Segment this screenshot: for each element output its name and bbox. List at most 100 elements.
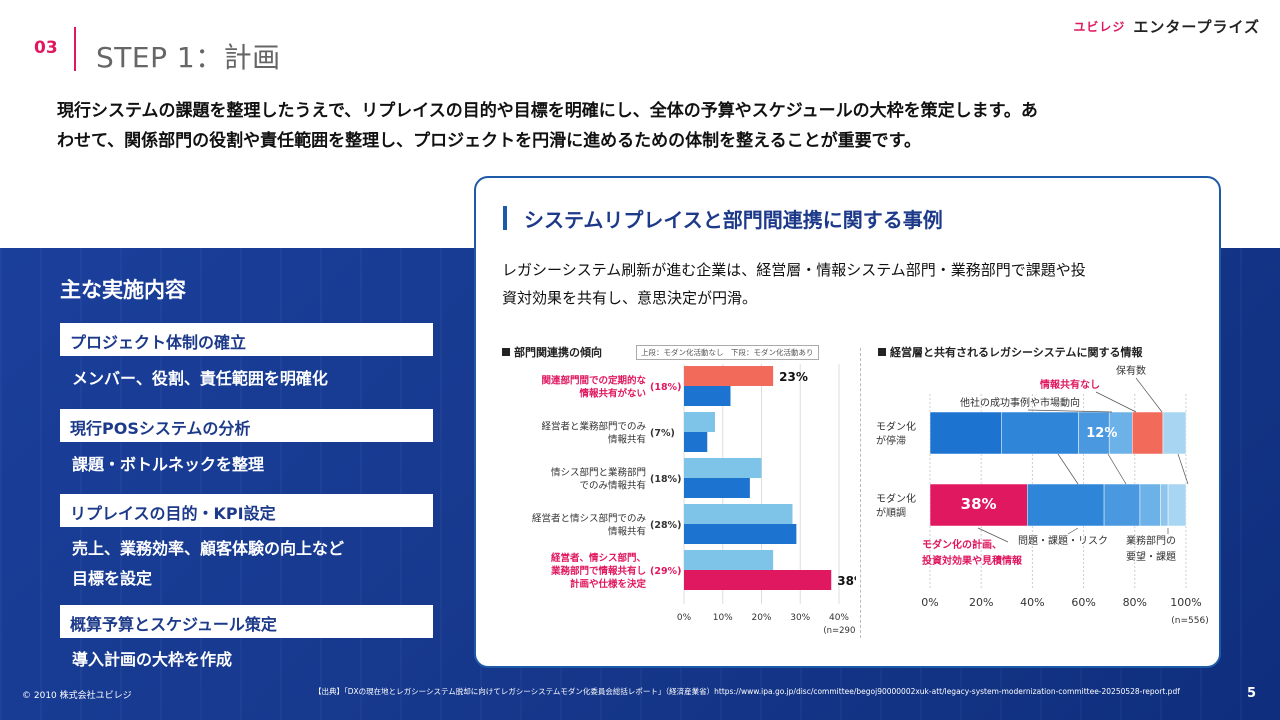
intro-line-1: 現行システムの課題を整理したうえで、リプレイスの目的や目標を明確にし、全体の予算… — [57, 101, 1038, 121]
chart2-bar-segment — [1160, 483, 1169, 527]
chart2-tick-label: 40% — [1020, 596, 1044, 609]
activity-desc-3b: 目標を設定 — [72, 569, 153, 588]
chart2-tick-label: 0% — [921, 596, 938, 609]
activity-label-2: 現行POSシステムの分析 — [60, 409, 433, 442]
chart1-title-text: 部門関連携の傾向 — [514, 346, 602, 359]
chart2-annotation: 要望・課題 — [1126, 550, 1176, 563]
chart2-bar-segment — [1103, 483, 1141, 527]
card-title-bar — [503, 206, 507, 230]
chart1-bar-no-modernization — [684, 458, 762, 478]
intro-line-2: わせて、関係部門の役割や責任範囲を整理し、プロジェクトを円滑に進めるための体制を… — [57, 131, 921, 151]
chart1-tick-label: 20% — [751, 613, 771, 623]
logo-text: エンタープライズ — [1133, 18, 1260, 36]
chart2-category-label: モダン化 — [876, 492, 916, 505]
chart1-category-label: 計画や仕様を決定 — [570, 578, 647, 590]
chart1-category-label: 情報共有 — [608, 526, 646, 538]
chart1-category-label: 経営者、情シス部門、 — [551, 552, 646, 564]
chart1-category-label: 経営者と業務部門でのみ — [541, 421, 646, 433]
activity-desc-4: 導入計画の大枠を作成 — [72, 650, 233, 669]
chart2-category-label: が順調 — [876, 506, 906, 519]
chart1-title: 部門関連携の傾向 — [502, 344, 602, 360]
chart1-tick-label: 30% — [790, 613, 810, 623]
chart2-bar-segment — [1078, 411, 1110, 455]
chart2-bar-segment — [1027, 483, 1105, 527]
chart2-data-label: 12% — [1086, 426, 1117, 441]
chart1-bar-no-modernization — [684, 504, 793, 524]
activity-label-1: プロジェクト体制の確立 — [60, 323, 433, 356]
chart2-svg: 0% 20% 40% 60% 80% 100%(n=556)モダン化が停滞モダン化が順調1… — [876, 364, 1209, 626]
main-activities-heading: 主な実施内容 — [60, 278, 186, 302]
chart2-bar-segment — [929, 411, 1002, 455]
chart1-category-pct: (29%) — [650, 566, 681, 577]
chart1-category-pct: (18%) — [650, 474, 681, 485]
chart2-tick-label: 60% — [1071, 596, 1095, 609]
chart2-tick-label: 20% — [969, 596, 993, 609]
chart2-annotation: 情報共有なし — [1040, 378, 1100, 391]
section-divider — [74, 27, 76, 71]
chart1-bar-modernization — [684, 386, 731, 406]
chart1-n-label: (n=290) — [823, 626, 856, 636]
card-text-line-2: 資対効果を共有し、意思決定が円滑。 — [502, 289, 758, 307]
chart2-leader-line — [1095, 391, 1137, 413]
chart1-category-label: でのみ情報共有 — [579, 480, 646, 492]
page-number: 5 — [1246, 686, 1256, 701]
chart1-category-label: 情シス部門と業務部門 — [551, 467, 646, 479]
chart1-bar-modernization — [684, 478, 750, 498]
chart2-bar-segment — [929, 483, 1028, 527]
chart2-leader-line — [1027, 409, 1113, 413]
chart2-data-label: 38% — [961, 495, 997, 513]
chart2-category-label: モダン化 — [876, 420, 916, 433]
chart2-tick-label: 80% — [1123, 596, 1147, 609]
section-number: 03 — [34, 38, 58, 58]
card-description: レガシーシステム刷新が進む企業は、経営層・情報システム部門・業務部門で課題や投 … — [502, 256, 1202, 312]
activity-label-4: 概算予算とスケジュール策定 — [60, 605, 433, 638]
copyright: © 2010 株式会社ユビレジ — [22, 691, 132, 701]
chart2-annotation: モダン化の計画、 — [922, 538, 1002, 551]
chart2-annotation: 保有数 — [1116, 364, 1146, 377]
chart2-title: 経営層と共有されるレガシーシステムに関する情報 — [878, 344, 1142, 360]
chart1-bar-modernization — [684, 524, 797, 544]
chart2-bar-segment — [1167, 483, 1187, 527]
chart2-tick-label: 100% — [1170, 596, 1201, 609]
chart2-square-icon — [878, 348, 886, 356]
chart1-category-label: 経営者と情シス部門でのみ — [532, 513, 646, 525]
chart2-bar-segment — [1131, 411, 1164, 455]
activity-desc-2: 課題・ボトルネックを整理 — [72, 455, 265, 474]
activity-desc-3: 売上、業務効率、顧客体験の向上など — [72, 539, 345, 558]
chart1-bar-no-modernization — [684, 550, 774, 570]
chart2-annotation: 問題・課題・リスク — [1018, 534, 1108, 547]
chart2-bar-segment — [1001, 411, 1079, 455]
chart2-annotation: 業務部門の — [1126, 534, 1176, 547]
page-title: STEP 1：計画 — [96, 41, 281, 74]
activity-label-3: リプレイスの目的・KPI設定 — [60, 494, 433, 527]
card-text-line-1: レガシーシステム刷新が進む企業は、経営層・情報システム部門・業務部門で課題や投 — [502, 261, 1086, 279]
chart1-category-label: 情報共有がない — [578, 388, 646, 400]
chart1-legend-note: 上段：モダン化活動なし 下段：モダン化活動あり — [636, 345, 819, 360]
chart2-leader-line — [1107, 453, 1127, 485]
chart1-category-label: 情報共有 — [608, 434, 646, 446]
chart2-annotation: 他社の成功事例や市場動向 — [960, 396, 1080, 409]
chart2-bar-segment — [1162, 411, 1187, 455]
chart1-bar-no-modernization — [684, 366, 774, 386]
logo-mark: ユビレジ — [1073, 20, 1126, 34]
chart2-leader-line — [1135, 377, 1163, 413]
chart1-data-label: 23% — [779, 370, 808, 384]
intro-text: 現行システムの課題を整理したうえで、リプレイスの目的や目標を明確にし、全体の予算… — [57, 96, 1227, 156]
chart2-title-text: 経営層と共有されるレガシーシステムに関する情報 — [890, 346, 1143, 359]
chart1-bar-modernization — [684, 432, 708, 452]
brand-logo: ユビレジ エンタープライズ — [1073, 16, 1260, 37]
chart2-annotation: 投資対効果や見積情報 — [922, 554, 1023, 567]
chart2-category-label: が停滞 — [876, 434, 906, 447]
chart1-category-label: 業務部門で情報共有し — [550, 565, 646, 577]
chart-divider — [860, 348, 861, 638]
chart1-square-icon — [502, 348, 510, 356]
chart1-category-label: 関連部門間での定期的な — [541, 375, 646, 387]
chart2-leader-line — [1057, 453, 1079, 485]
chart1-data-label: 38% — [837, 574, 856, 588]
chart1-category-pct: (18%) — [650, 382, 681, 393]
chart1-bar-modernization — [684, 570, 832, 590]
chart2-leader-line — [1177, 453, 1189, 485]
chart2-bar-segment — [1139, 483, 1161, 527]
chart2-leader-line — [977, 527, 1009, 543]
